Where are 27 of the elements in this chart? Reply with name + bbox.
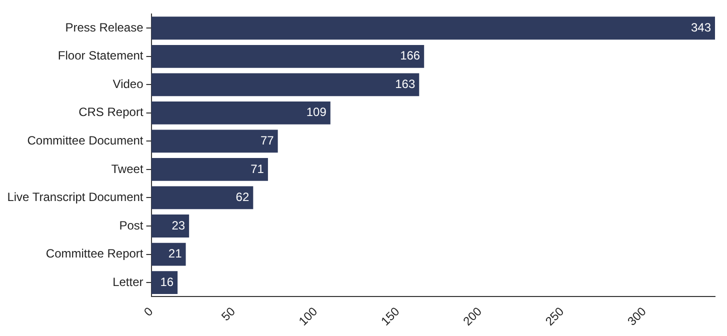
x-tick-label: 100 <box>296 304 320 328</box>
x-tick-label: 250 <box>542 304 567 328</box>
data-label: 166 <box>400 48 420 63</box>
y-tick-label: Live Transcript Document <box>7 190 144 204</box>
y-tick-label: Letter <box>112 274 144 289</box>
x-tick-label: 200 <box>460 304 485 328</box>
data-label: 23 <box>172 218 186 232</box>
y-tick-label: Video <box>112 76 144 91</box>
data-label: 343 <box>690 20 712 34</box>
data-label: 109 <box>306 105 327 120</box>
x-tick-label: 150 <box>378 304 402 328</box>
data-label: 16 <box>160 274 174 289</box>
y-tick-label: Committee Report <box>46 246 144 261</box>
y-tick-label: Post <box>119 218 144 232</box>
y-tick-label: CRS Report <box>78 105 144 120</box>
x-tick-label: 300 <box>624 304 650 328</box>
x-tick-label: 50 <box>218 304 238 324</box>
data-label: 62 <box>236 190 250 204</box>
data-label: 21 <box>168 246 182 261</box>
y-tick-label: Floor Statement <box>58 48 144 63</box>
y-tick-label: Committee Document <box>27 134 144 148</box>
y-tick-label: Tweet <box>111 162 144 176</box>
data-label: 77 <box>260 134 274 148</box>
data-label: 163 <box>395 76 416 91</box>
data-label: 71 <box>250 162 264 176</box>
x-tick-label: 0 <box>141 304 156 319</box>
y-tick-label: Press Release <box>65 20 144 34</box>
